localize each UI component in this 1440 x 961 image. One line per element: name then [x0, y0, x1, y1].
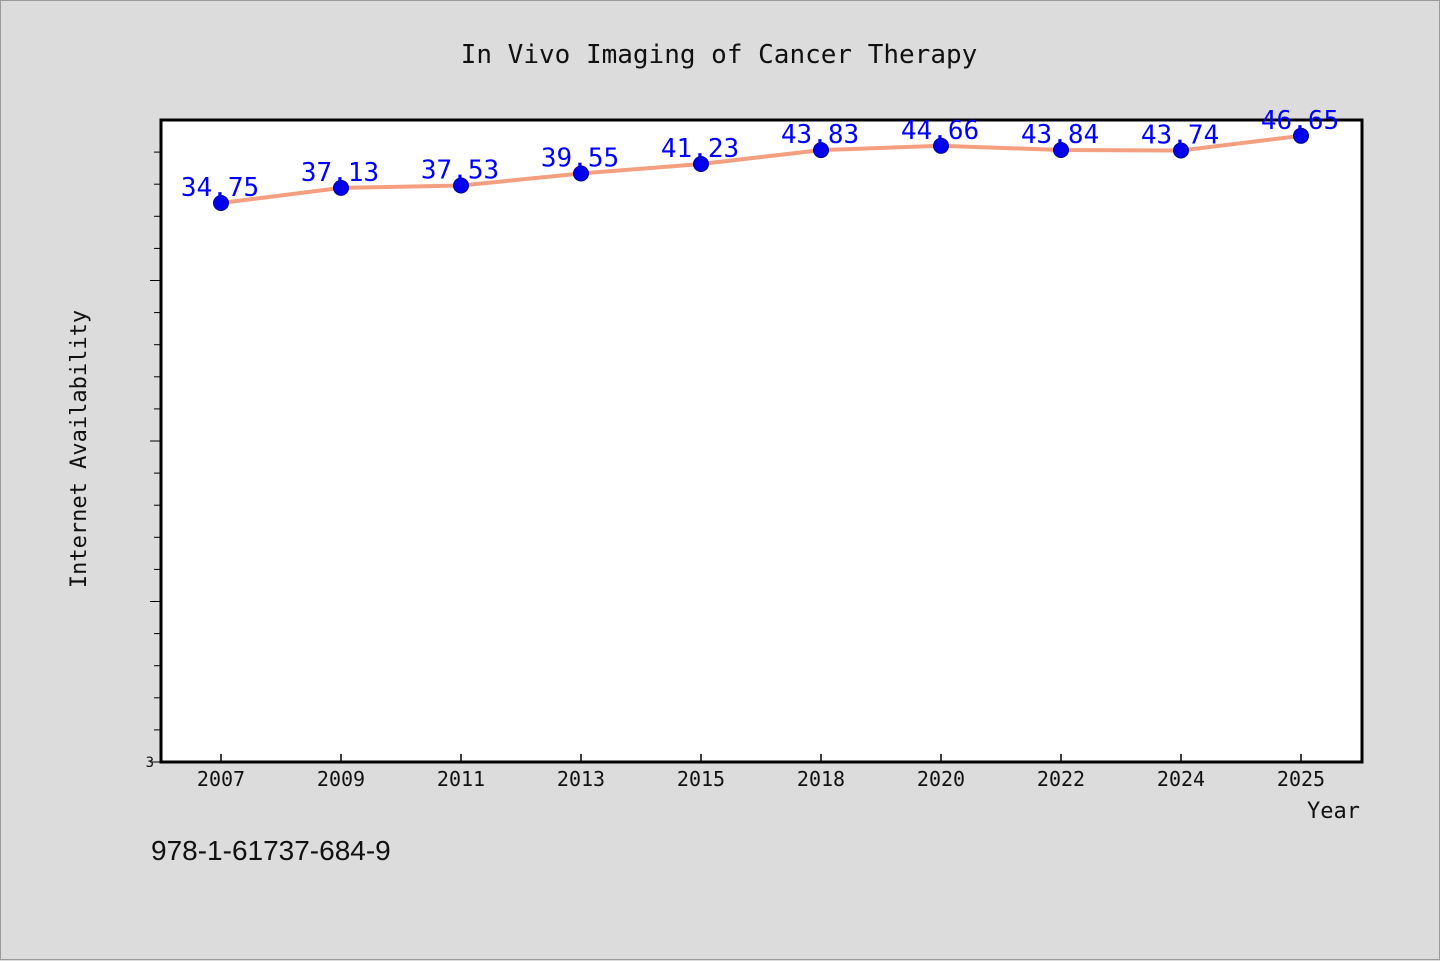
- x-tick-label: 2013: [557, 767, 605, 791]
- series-line: [219, 133, 1303, 205]
- data-point: [213, 195, 229, 211]
- data-label: 43.83: [781, 120, 859, 150]
- y-tick-label: 3: [146, 755, 154, 771]
- x-tick-label: 2020: [917, 767, 965, 791]
- x-tick-label: 2022: [1037, 767, 1085, 791]
- data-label: 46.65: [1261, 106, 1339, 136]
- x-tick-label: 2025: [1277, 767, 1325, 791]
- series-line-group: [219, 133, 1303, 205]
- data-label: 34.75: [181, 173, 259, 203]
- x-tick-label: 2011: [437, 767, 485, 791]
- x-tick-label: 2009: [317, 767, 365, 791]
- x-tick-label: 2024: [1157, 767, 1205, 791]
- x-tick-label: 2007: [197, 767, 245, 791]
- data-label: 39.55: [541, 144, 619, 174]
- data-label: 43.84: [1021, 120, 1099, 150]
- plot-area: [159, 118, 1364, 764]
- data-point: [573, 165, 589, 182]
- y-axis-ticks: 3: [146, 151, 161, 771]
- data-label: 44.66: [901, 116, 979, 146]
- data-label: 43.74: [1141, 121, 1219, 151]
- y-axis-label: Internet Availability: [67, 310, 92, 588]
- data-label: 41.23: [661, 134, 739, 164]
- data-point: [333, 179, 349, 196]
- data-labels-group: 34.75 37.13 37.53 39.55 41.23 43.83 44.66 43.84…: [181, 106, 1339, 203]
- data-point: [453, 177, 469, 194]
- data-point: [1053, 142, 1069, 158]
- series-points-group: [213, 127, 1309, 211]
- x-tick-label: 2018: [797, 767, 845, 791]
- data-point: [813, 142, 829, 159]
- chart-title: In Vivo Imaging of Cancer Therapy: [461, 40, 978, 70]
- data-point: [693, 156, 709, 172]
- data-point: [1293, 127, 1309, 144]
- data-label: 37.53: [421, 156, 499, 186]
- data-point: [933, 137, 949, 154]
- data-label: 37.13: [301, 158, 379, 188]
- data-point: [1173, 142, 1189, 159]
- x-axis-label: Year: [1307, 799, 1360, 824]
- x-axis-ticks: 2007 2009 2011 2013 2015 2018 2020 2022 2024 2025: [197, 754, 1325, 791]
- isbn-text: 978-1-61737-684-9: [151, 835, 391, 866]
- x-tick-label: 2015: [677, 767, 725, 791]
